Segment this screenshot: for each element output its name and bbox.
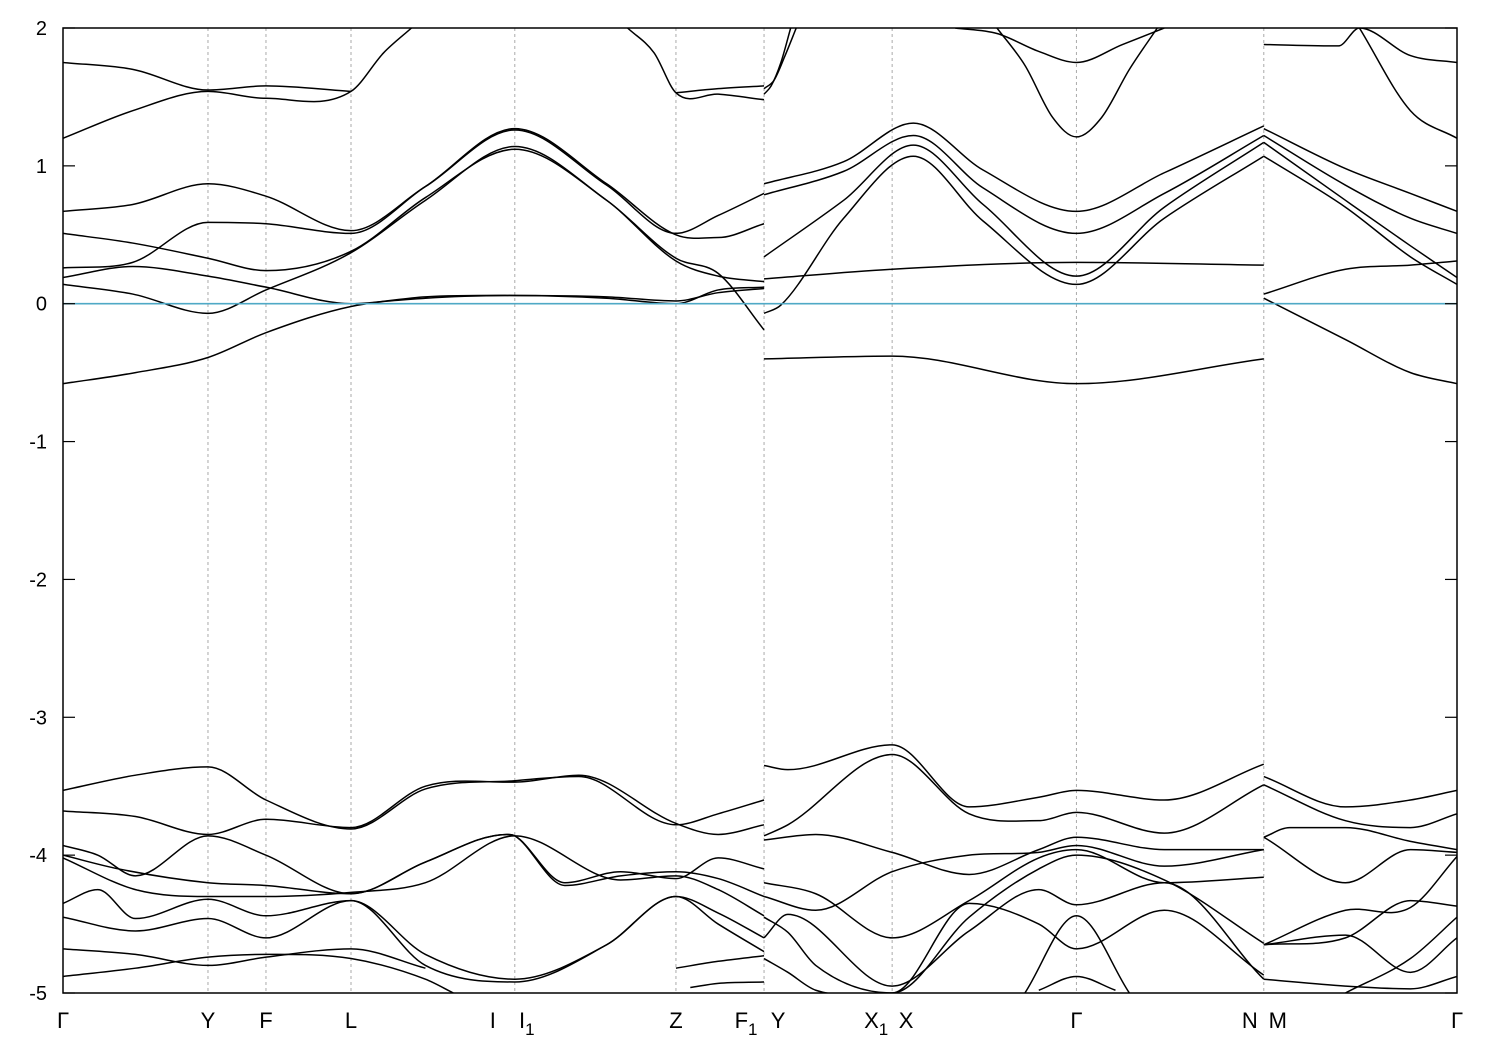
band-line-35 [63, 948, 426, 969]
band-line-54 [1263, 856, 1457, 946]
band-line-18 [955, 28, 1165, 64]
band-line-6 [63, 28, 412, 139]
band-line-11 [763, 261, 1264, 280]
band-line-41 [763, 833, 1264, 876]
band-line-45 [763, 881, 1265, 987]
kpoint-label-11: Γ [1070, 1008, 1082, 1033]
band-line-38 [690, 981, 765, 989]
band-lines [63, 28, 1457, 993]
band-line-15 [763, 122, 1265, 213]
ytick-label: -1 [29, 432, 47, 454]
kpoint-label-12: N [1242, 1008, 1258, 1033]
band-line-33 [63, 888, 765, 980]
band-line-51 [1263, 826, 1457, 851]
kpoint-label-2: F [259, 1008, 272, 1033]
ytick-label: 1 [36, 156, 47, 178]
kpoint-label-5: I1 [519, 1008, 535, 1039]
band-line-19 [996, 28, 1158, 138]
band-line-16 [763, 28, 792, 95]
band-line-23 [1263, 141, 1457, 279]
band-line-36 [63, 953, 454, 993]
kpoint-label-0: Γ [57, 1008, 69, 1033]
band-line-53 [1263, 899, 1457, 946]
band-line-28 [63, 766, 765, 830]
kpoint-label-10: X [899, 1008, 914, 1033]
band-line-31 [63, 833, 765, 898]
band-line-34 [63, 895, 765, 983]
band-line-10 [764, 355, 1264, 385]
kpoint-label-1: Y [201, 1008, 216, 1033]
band-line-12 [763, 155, 1265, 315]
band-line-32 [63, 835, 765, 917]
band-line-1 [63, 145, 765, 331]
band-line-5 [63, 129, 765, 235]
ytick-label: -2 [29, 569, 47, 591]
band-line-50 [1263, 784, 1457, 829]
band-line-29 [63, 774, 765, 836]
band-line-57 [1345, 916, 1457, 993]
kpoint-label-9: X1 [864, 1008, 888, 1039]
band-line-13 [763, 141, 1265, 277]
band-line-9 [675, 85, 765, 94]
kpoint-label-6: Z [669, 1008, 682, 1033]
band-line-2 [63, 265, 765, 305]
band-line-25 [1263, 127, 1457, 213]
band-line-14 [763, 134, 1265, 235]
band-line-17 [763, 28, 797, 90]
band-line-56 [1263, 975, 1457, 990]
x-axis: Γ Y F L I I1 Z F1 Y X1 X Γ N M Γ [57, 1008, 1463, 1039]
band-line-55 [1263, 934, 1457, 974]
band-line-24 [1263, 134, 1457, 235]
ytick-label: -5 [29, 983, 47, 1005]
band-line-44 [763, 854, 1265, 993]
kpoint-label-14: Γ [1451, 1008, 1463, 1033]
kpoint-label-7: F1 [735, 1008, 758, 1039]
band-line-49 [1263, 775, 1457, 808]
kpoint-label-8: Y [771, 1008, 786, 1033]
high-symmetry-lines [207, 28, 1265, 993]
band-line-42 [763, 844, 1264, 912]
band-line-40 [763, 753, 1265, 837]
band-line-52 [1263, 836, 1457, 884]
band-line-3 [63, 148, 765, 283]
band-line-26 [1263, 28, 1457, 64]
plot-frame [62, 27, 1458, 994]
band-line-20 [1263, 260, 1457, 295]
band-line-7 [63, 61, 352, 93]
kpoint-label-3: L [345, 1008, 357, 1033]
band-line-0 [63, 287, 765, 385]
band-line-21 [1263, 297, 1457, 385]
band-line-48 [1038, 975, 1116, 991]
band-line-47 [1024, 915, 1131, 993]
ytick-label: -4 [29, 845, 47, 867]
band-line-22 [1263, 155, 1457, 286]
ytick-label: 0 [36, 294, 47, 316]
band-line-39 [763, 744, 1265, 808]
ytick-label: 2 [36, 18, 47, 40]
band-line-37 [675, 955, 765, 969]
band-line-30 [63, 833, 765, 895]
kpoint-label-13: M [1269, 1008, 1287, 1033]
kpoint-label-4: I [490, 1008, 496, 1033]
y-axis: 2 1 0 -1 -2 -3 -4 -5 [29, 18, 1457, 1005]
band-line-8 [627, 28, 765, 101]
band-line-46 [763, 902, 1265, 993]
band-line-27 [1358, 28, 1457, 139]
ytick-label: -3 [29, 707, 47, 729]
